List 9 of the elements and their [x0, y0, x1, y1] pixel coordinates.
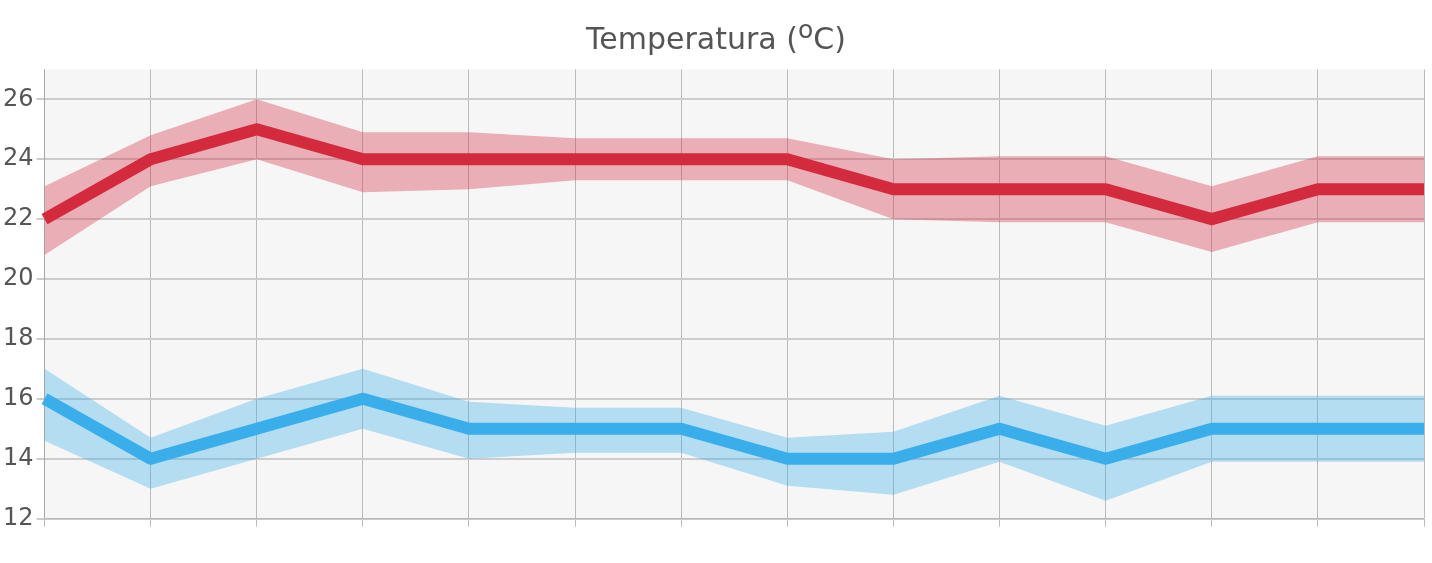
y-tick-label: 26 — [2, 83, 34, 112]
y-tick-label: 12 — [2, 502, 34, 531]
y-tick-label: 24 — [2, 143, 34, 172]
chart-title: Temperatura ($^{o}$C) — [585, 14, 847, 56]
y-tick-label: 16 — [2, 383, 34, 412]
y-tick-label: 14 — [2, 442, 34, 471]
y-tick-label: 20 — [2, 263, 34, 292]
y-tick-label: 22 — [2, 203, 34, 232]
y-tick-label: 18 — [2, 323, 34, 352]
